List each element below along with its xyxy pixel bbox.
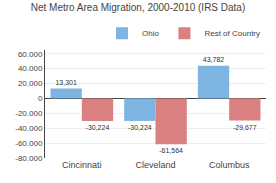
svg-text:Cleveland: Cleveland [135, 160, 175, 170]
svg-text:13,301: 13,301 [55, 79, 77, 86]
svg-text:20.000: 20.000 [18, 79, 43, 88]
svg-text:-40.000: -40.000 [15, 124, 43, 133]
svg-text:60.000: 60.000 [18, 50, 43, 59]
svg-text:Rest of Country: Rest of Country [204, 29, 260, 38]
svg-text:0: 0 [38, 94, 43, 103]
svg-text:43,782: 43,782 [203, 56, 225, 63]
svg-text:-29,677: -29,677 [233, 124, 257, 131]
svg-text:-30,224: -30,224 [86, 124, 110, 131]
svg-text:-80.000: -80.000 [15, 154, 43, 163]
svg-text:Ohio: Ohio [142, 29, 159, 38]
svg-text:Columbus: Columbus [209, 160, 250, 170]
svg-text:-30,224: -30,224 [128, 124, 152, 131]
svg-text:-61,564: -61,564 [159, 147, 183, 154]
svg-text:40.000: 40.000 [18, 64, 43, 73]
svg-text:-60.000: -60.000 [15, 139, 43, 148]
svg-text:Net Metro Area Migration, 2000: Net Metro Area Migration, 2000-2010 (IRS… [31, 2, 246, 13]
svg-text:Cincinnati: Cincinnati [62, 160, 102, 170]
svg-text:-20.000: -20.000 [15, 109, 43, 118]
